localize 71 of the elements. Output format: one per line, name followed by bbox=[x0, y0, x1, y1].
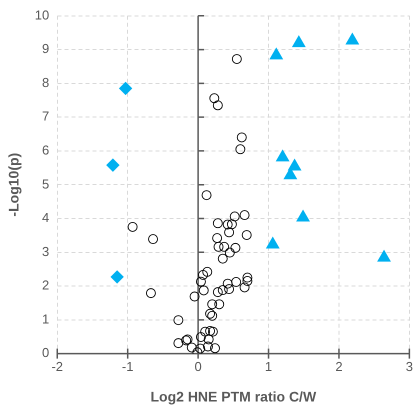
point bbox=[240, 282, 250, 292]
point bbox=[236, 132, 247, 142]
point bbox=[222, 278, 233, 289]
point bbox=[231, 277, 242, 287]
y-tick-label: 0 bbox=[42, 345, 50, 360]
y-axis-title: -Log10(p) bbox=[5, 152, 22, 217]
point bbox=[205, 326, 216, 336]
y-tick-label: 7 bbox=[42, 108, 50, 124]
point bbox=[196, 332, 206, 342]
point bbox=[196, 276, 206, 287]
y-tick-label: 6 bbox=[42, 142, 50, 158]
point bbox=[230, 242, 240, 253]
x-tick-label: 0 bbox=[194, 358, 202, 374]
point bbox=[210, 343, 220, 354]
y-tick-label: 5 bbox=[42, 176, 50, 192]
y-tick-label: 2 bbox=[42, 278, 50, 293]
point bbox=[207, 299, 218, 310]
point bbox=[222, 220, 233, 230]
point bbox=[219, 242, 230, 252]
x-tick-label: -1 bbox=[122, 358, 134, 374]
point bbox=[208, 326, 218, 337]
point bbox=[173, 338, 184, 348]
point bbox=[190, 292, 200, 302]
point bbox=[202, 190, 212, 200]
y-tick-label: 3 bbox=[42, 244, 50, 259]
point bbox=[212, 233, 222, 244]
point bbox=[230, 212, 240, 222]
point bbox=[214, 299, 224, 310]
point bbox=[186, 342, 197, 352]
x-axis-title: Log2 HNE PTM ratio C/W bbox=[150, 388, 317, 404]
point bbox=[214, 242, 224, 252]
point bbox=[242, 276, 252, 286]
y-tick-label: 9 bbox=[42, 41, 50, 56]
point bbox=[242, 230, 252, 240]
point bbox=[235, 144, 246, 154]
point bbox=[292, 36, 306, 48]
x-tick-label: -2 bbox=[51, 358, 64, 374]
point bbox=[198, 285, 209, 296]
point bbox=[204, 334, 214, 344]
y-tick-label: 4 bbox=[42, 210, 50, 226]
point bbox=[209, 93, 220, 104]
point bbox=[119, 82, 132, 95]
point bbox=[110, 270, 124, 284]
point bbox=[212, 100, 223, 110]
point bbox=[148, 234, 158, 244]
y-tick-label: 1 bbox=[42, 311, 50, 326]
point bbox=[240, 210, 250, 220]
y-tick-label: 8 bbox=[42, 74, 50, 90]
point bbox=[212, 218, 223, 228]
point bbox=[224, 284, 234, 294]
point bbox=[202, 266, 212, 277]
point bbox=[203, 342, 213, 352]
y-tick-label: 10 bbox=[34, 7, 50, 22]
point bbox=[173, 315, 184, 326]
point bbox=[232, 54, 242, 64]
point bbox=[242, 272, 252, 283]
point bbox=[128, 222, 138, 232]
point bbox=[218, 254, 228, 264]
x-tick-label: 3 bbox=[406, 358, 413, 374]
point bbox=[212, 287, 223, 298]
point bbox=[224, 248, 235, 258]
point bbox=[198, 270, 208, 280]
point bbox=[218, 285, 228, 296]
point bbox=[146, 288, 156, 298]
x-tick-label: 1 bbox=[264, 358, 272, 374]
point bbox=[195, 344, 206, 354]
point bbox=[106, 158, 120, 172]
point bbox=[224, 227, 234, 238]
point bbox=[200, 326, 210, 337]
point bbox=[226, 219, 237, 230]
x-tick-label: 2 bbox=[335, 358, 343, 374]
